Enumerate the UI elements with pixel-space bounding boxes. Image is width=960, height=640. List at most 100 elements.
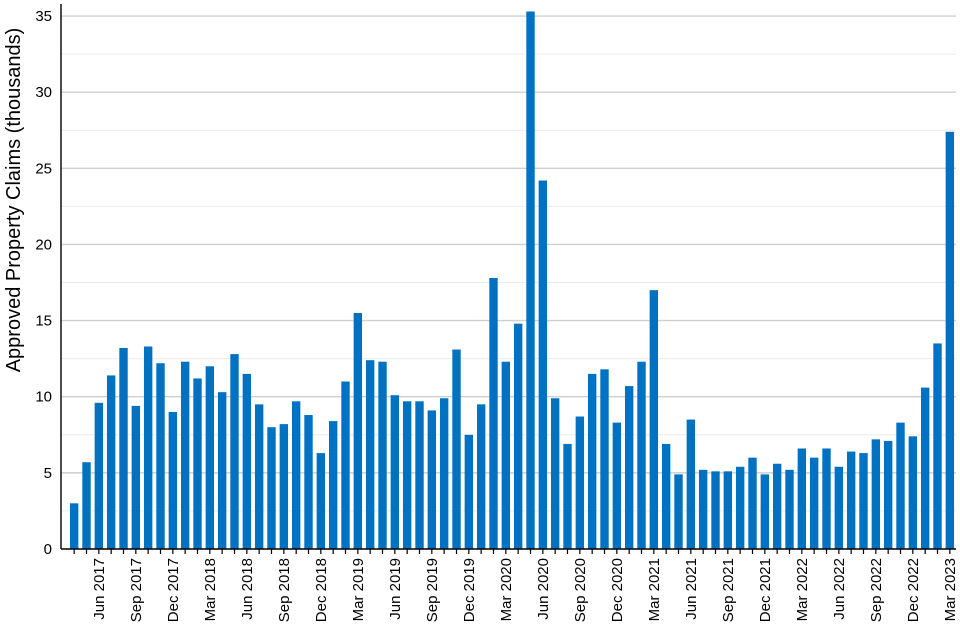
bar [316,453,326,549]
bar [439,398,449,549]
bar [464,434,474,549]
y-tick-label: 15 [35,313,52,330]
y-axis-label: Approved Property Claims (thousands) [3,28,25,373]
bar [267,427,276,549]
bar [550,398,560,549]
bar [353,312,363,549]
bar [735,466,745,549]
bar [279,424,289,549]
bar [859,453,868,549]
bar [82,462,91,549]
x-tick-label: Jun 2021 [683,558,700,620]
bar [711,471,720,549]
bar [304,415,313,549]
bar [637,361,646,549]
bar [538,180,548,549]
y-tick-label: 10 [35,389,52,406]
bar [476,404,486,549]
x-tick-label: Dec 2020 [609,558,626,622]
bar [328,421,338,549]
x-tick-label: Mar 2022 [794,558,811,621]
bar [513,323,523,549]
bar [180,361,190,549]
x-tick-label: Jun 2020 [535,558,552,620]
bar [291,401,301,549]
bar [883,440,893,549]
bar [846,451,856,549]
y-tick-label: 30 [35,84,52,101]
bar [365,360,375,549]
x-tick-label: Jun 2018 [239,558,256,620]
bar [834,466,844,549]
x-tick-label: Sep 2021 [720,558,737,622]
bar [785,469,794,549]
bar [402,401,412,549]
bar [587,373,597,549]
x-tick-label: Dec 2018 [313,558,330,622]
bar [131,405,141,549]
x-tick-label: Dec 2021 [757,558,774,622]
y-tick-label: 5 [44,465,52,482]
bar [526,11,535,549]
x-tick-label: Sep 2022 [868,558,885,622]
bar [871,439,881,549]
bar [501,361,511,549]
bar [723,471,733,549]
bar [242,373,252,549]
bars [69,11,955,550]
y-axis-ticks: 0 5 10 15 20 25 30 35 [35,8,52,558]
y-tick-label: 20 [35,236,52,253]
bar [797,448,807,549]
bar [896,422,905,549]
bar [427,410,437,549]
bar [624,386,634,549]
bar [168,411,178,549]
x-tick-label: Jun 2017 [91,558,108,620]
bar [452,349,461,549]
x-tick-label: Mar 2021 [646,558,663,621]
bar [119,348,128,549]
bar [563,443,572,549]
bar [933,343,942,549]
bar [489,277,498,549]
bar [809,457,819,549]
x-tick-label: Sep 2019 [424,558,441,622]
bar [822,448,831,549]
bar [698,469,708,549]
bar [600,369,609,549]
bar [106,375,116,549]
x-tick-label: Sep 2017 [128,558,145,622]
bar [217,392,227,549]
x-axis-ticks: Jun 2017 Sep 2017 Dec 2017 Mar 2018 Jun 2018… [73,549,959,622]
bar [94,402,104,549]
bar [156,363,165,549]
bar [686,419,696,549]
bar [390,395,400,549]
x-tick-label: Dec 2017 [165,558,182,622]
x-tick-label: Jun 2022 [831,558,848,620]
bar [674,474,683,549]
y-tick-label: 25 [35,160,52,177]
bar [69,503,79,549]
bar [341,381,350,549]
x-tick-label: Mar 2020 [498,558,515,621]
x-tick-label: Mar 2023 [942,558,959,621]
bar [205,366,215,549]
y-tick-label: 35 [35,8,52,25]
bar [760,474,770,549]
bar [748,457,757,549]
bar [908,436,918,549]
x-tick-label: Sep 2018 [276,558,293,622]
bar [378,361,387,549]
x-tick-label: Sep 2020 [572,558,589,622]
bar [254,404,264,549]
bar [575,416,585,549]
bar [649,290,659,549]
bar [920,387,930,549]
x-tick-label: Dec 2019 [461,558,478,622]
bar [612,422,622,549]
x-tick-label: Mar 2019 [350,558,367,621]
bar [661,443,671,549]
gridlines [61,15,956,512]
